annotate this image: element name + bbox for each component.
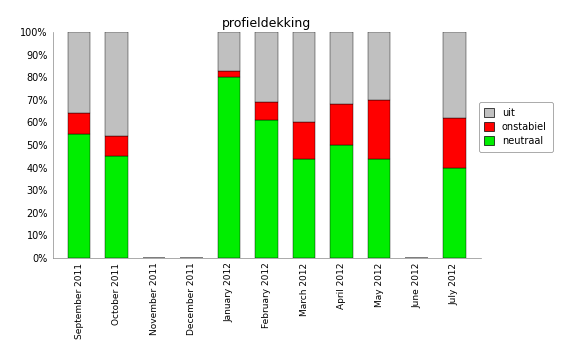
Legend: uit, onstabiel, neutraal: uit, onstabiel, neutraal bbox=[479, 102, 553, 152]
Bar bbox=[293, 32, 315, 122]
Bar bbox=[443, 118, 465, 168]
Bar bbox=[331, 105, 353, 145]
Bar bbox=[68, 113, 90, 134]
Bar bbox=[218, 71, 240, 77]
Bar bbox=[293, 122, 315, 159]
Bar bbox=[218, 32, 240, 71]
Bar bbox=[443, 168, 465, 258]
Bar bbox=[218, 77, 240, 258]
Bar bbox=[105, 32, 128, 136]
Title: profieldekking: profieldekking bbox=[222, 17, 311, 30]
Bar bbox=[368, 32, 390, 100]
Bar bbox=[255, 120, 278, 258]
Bar bbox=[105, 136, 128, 156]
Bar bbox=[331, 145, 353, 258]
Bar bbox=[368, 100, 390, 159]
Bar bbox=[443, 32, 465, 118]
Bar bbox=[105, 156, 128, 258]
Bar bbox=[331, 32, 353, 105]
Bar bbox=[68, 134, 90, 258]
Bar bbox=[255, 32, 278, 102]
Bar bbox=[68, 32, 90, 113]
Bar bbox=[255, 102, 278, 120]
Bar bbox=[293, 159, 315, 258]
Bar bbox=[368, 159, 390, 258]
